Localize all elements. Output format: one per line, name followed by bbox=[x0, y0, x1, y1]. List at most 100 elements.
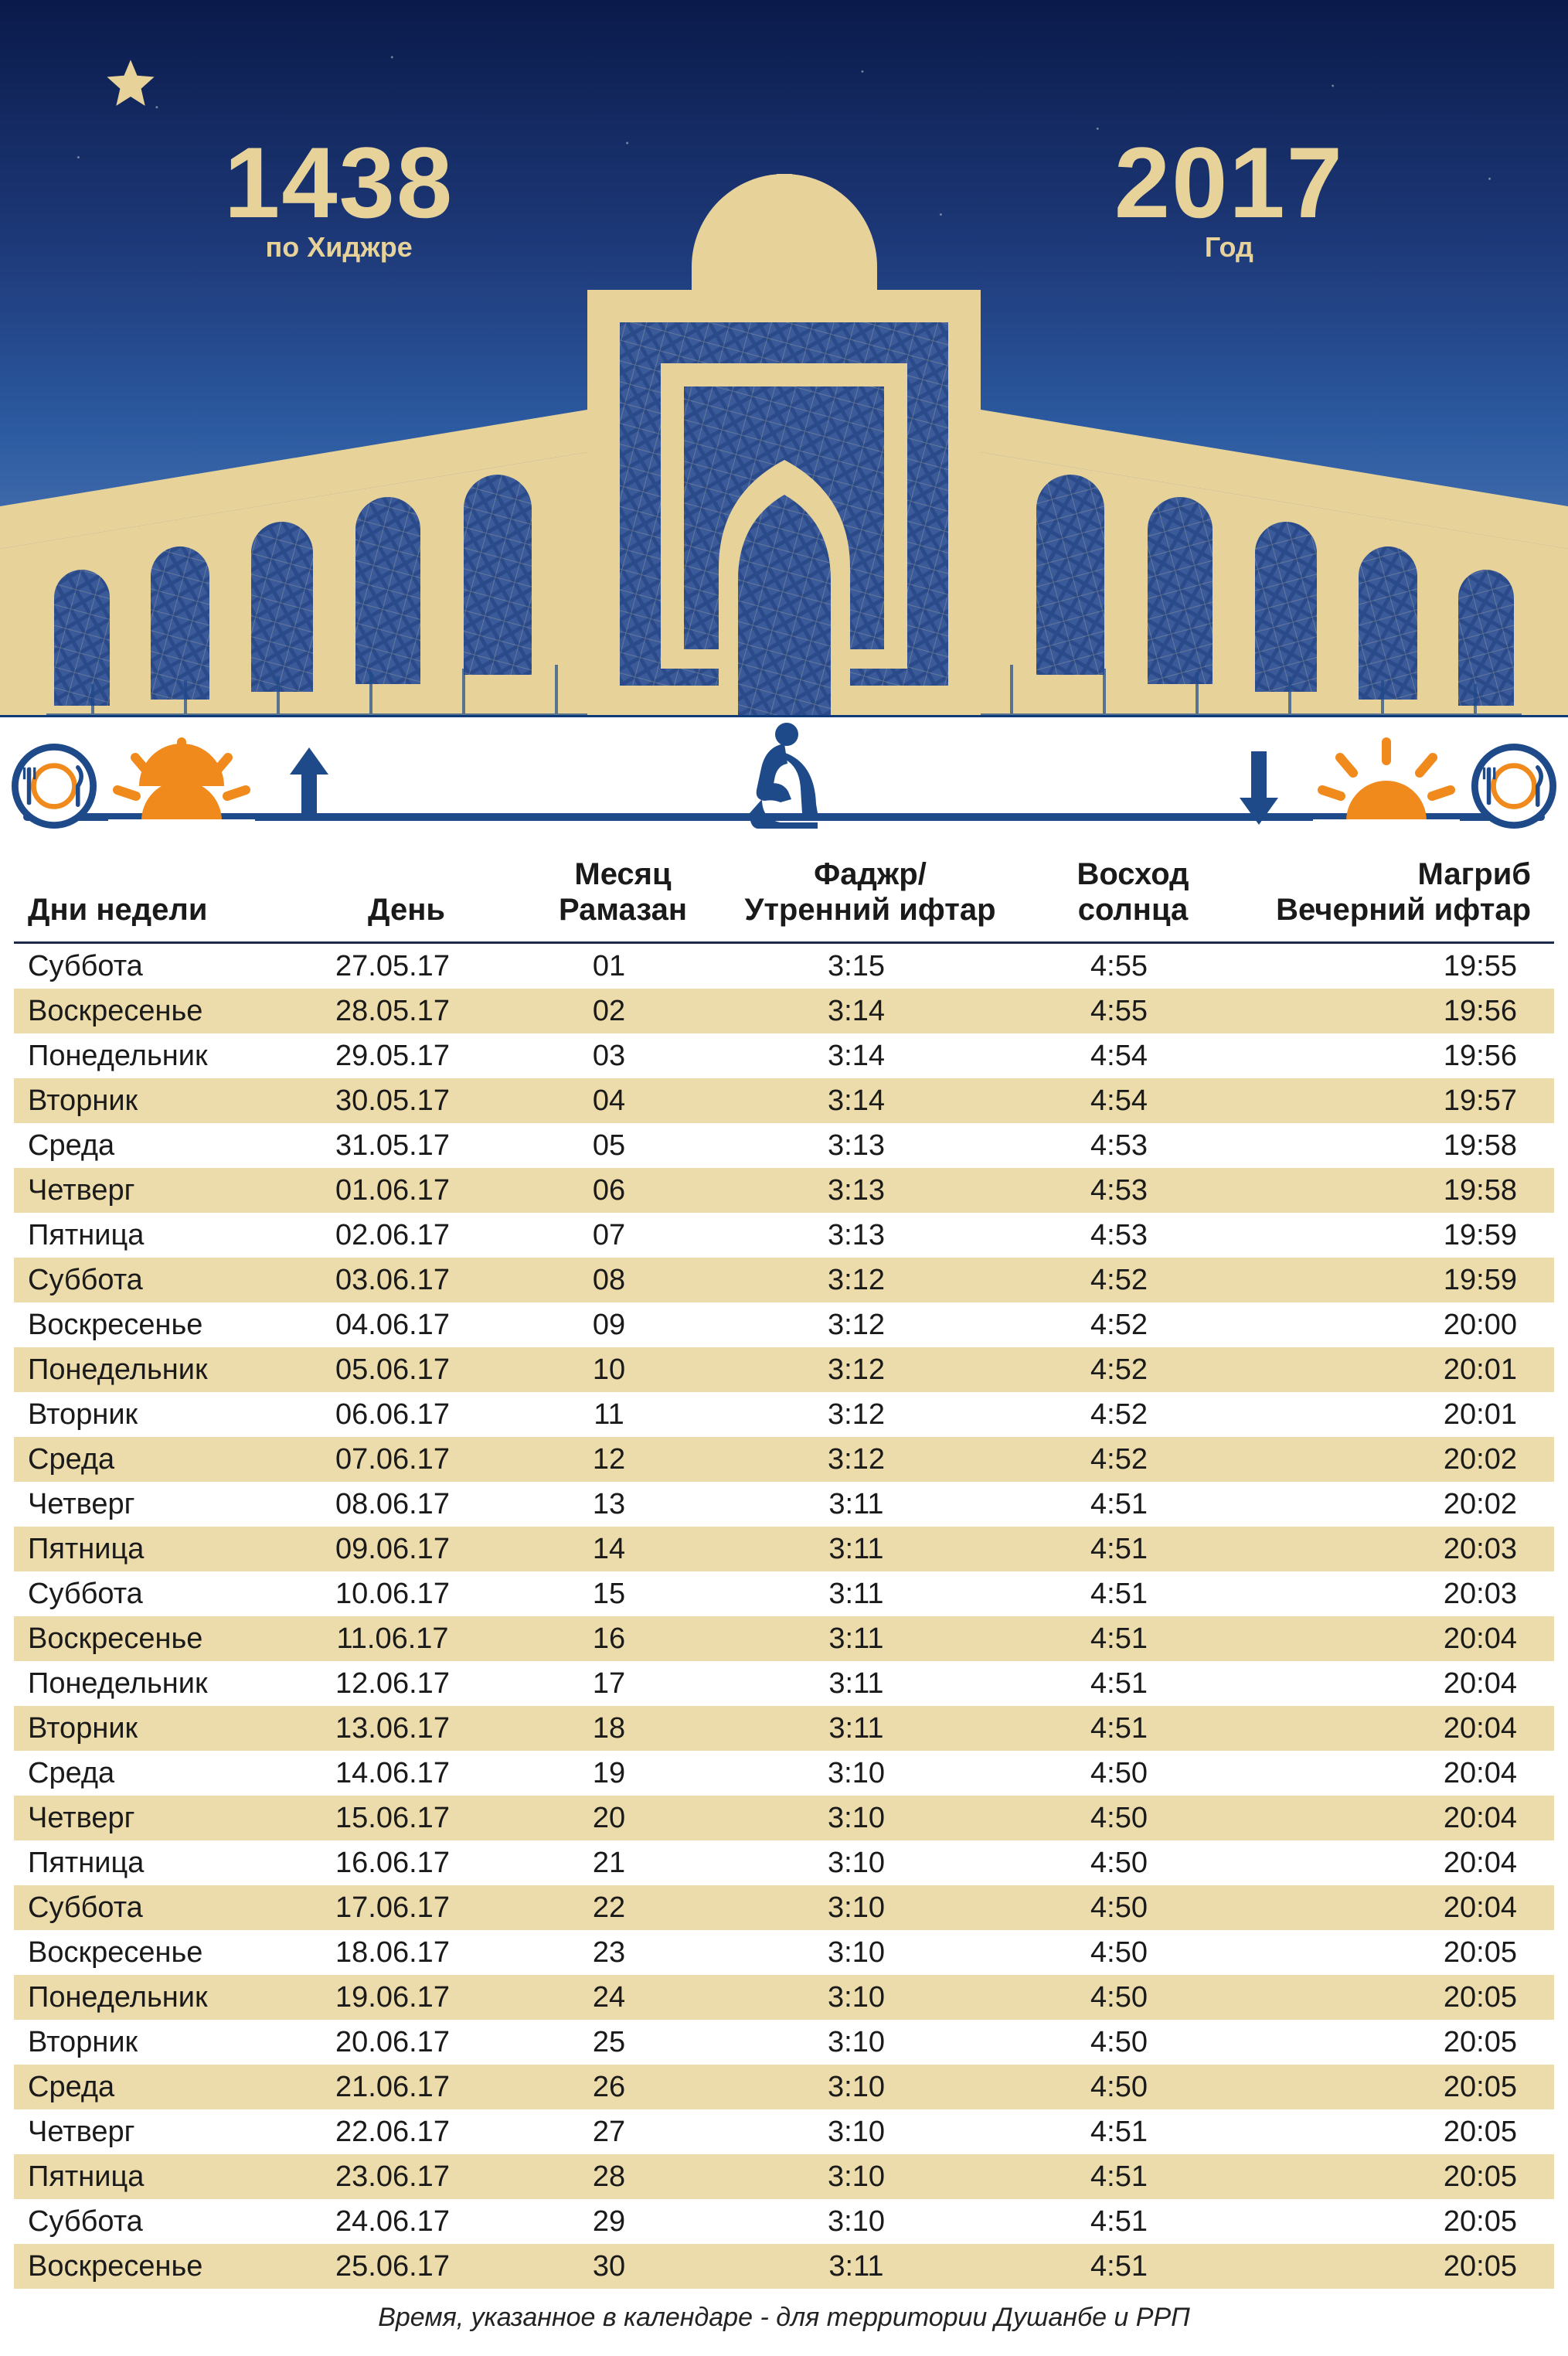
table-cell: 19:56 bbox=[1235, 1040, 1554, 1073]
table-cell: 27 bbox=[508, 2116, 709, 2149]
table-row: Четверг15.06.17203:104:5020:04 bbox=[14, 1796, 1554, 1840]
page-root: 1438 по Хиджре 2017 Год bbox=[0, 0, 1568, 2356]
table-cell: 16 bbox=[508, 1622, 709, 1656]
table-row: Среда21.06.17263:104:5020:05 bbox=[14, 2065, 1554, 2109]
table-cell: 3:14 bbox=[709, 1040, 1003, 1073]
table-cell: 20:05 bbox=[1235, 1936, 1554, 1970]
table-row: Суббота27.05.17013:154:5519:55 bbox=[14, 944, 1554, 989]
praying-figure-icon bbox=[726, 713, 842, 829]
table-row: Четверг22.06.17273:104:5120:05 bbox=[14, 2109, 1554, 2154]
table-cell: 3:11 bbox=[709, 1488, 1003, 1521]
table-cell: Воскресенье bbox=[14, 995, 277, 1028]
col-maghrib: Магриб Вечерний ифтар bbox=[1249, 856, 1546, 928]
table-cell: Пятница bbox=[14, 1533, 277, 1566]
table-row: Вторник30.05.17043:144:5419:57 bbox=[14, 1078, 1554, 1123]
table-cell: 07 bbox=[508, 1219, 709, 1252]
table-cell: Суббота bbox=[14, 1264, 277, 1297]
table-row: Понедельник05.06.17103:124:5220:01 bbox=[14, 1347, 1554, 1392]
table-cell: 13.06.17 bbox=[277, 1712, 508, 1745]
table-cell: 09.06.17 bbox=[277, 1533, 508, 1566]
table-cell: 20:02 bbox=[1235, 1488, 1554, 1521]
table-cell: 20:05 bbox=[1235, 1981, 1554, 2014]
table-cell: 27.05.17 bbox=[277, 950, 508, 983]
table-cell: 17.06.17 bbox=[277, 1891, 508, 1925]
table-cell: 20:01 bbox=[1235, 1398, 1554, 1432]
table-cell: 10 bbox=[508, 1353, 709, 1387]
table-cell: 11.06.17 bbox=[277, 1622, 508, 1656]
table-cell: Суббота bbox=[14, 1578, 277, 1611]
table-cell: 4:52 bbox=[1003, 1443, 1235, 1476]
table-cell: 4:50 bbox=[1003, 1847, 1235, 1880]
table-cell: Четверг bbox=[14, 2116, 277, 2149]
table-cell: 15 bbox=[508, 1578, 709, 1611]
table-cell: 20:04 bbox=[1235, 1712, 1554, 1745]
table-cell: 29.05.17 bbox=[277, 1040, 508, 1073]
arrow-down-icon bbox=[1236, 744, 1282, 829]
table-cell: Пятница bbox=[14, 1219, 277, 1252]
table-row: Среда14.06.17193:104:5020:04 bbox=[14, 1751, 1554, 1796]
table-cell: 3:13 bbox=[709, 1219, 1003, 1252]
table-cell: 10.06.17 bbox=[277, 1578, 508, 1611]
table-cell: 4:52 bbox=[1003, 1398, 1235, 1432]
table-cell: 3:10 bbox=[709, 1981, 1003, 2014]
table-cell: 24.06.17 bbox=[277, 2205, 508, 2239]
table-cell: Среда bbox=[14, 2071, 277, 2104]
table-row: Суббота24.06.17293:104:5120:05 bbox=[14, 2199, 1554, 2244]
table-cell: 09 bbox=[508, 1309, 709, 1342]
table-cell: 4:53 bbox=[1003, 1129, 1235, 1163]
table-cell: 4:51 bbox=[1003, 2205, 1235, 2239]
table-cell: 03 bbox=[508, 1040, 709, 1073]
table-cell: Четверг bbox=[14, 1802, 277, 1835]
table-cell: 25.06.17 bbox=[277, 2250, 508, 2283]
table-cell: 20:05 bbox=[1235, 2026, 1554, 2059]
table-cell: 4:54 bbox=[1003, 1084, 1235, 1118]
table-cell: 4:50 bbox=[1003, 1891, 1235, 1925]
table-cell: 08.06.17 bbox=[277, 1488, 508, 1521]
table-cell: 28.05.17 bbox=[277, 995, 508, 1028]
table-cell: 4:53 bbox=[1003, 1219, 1235, 1252]
table-cell: 23 bbox=[508, 1936, 709, 1970]
table-cell: 20:04 bbox=[1235, 1891, 1554, 1925]
col-fajr: Фаджр/ Утренний ифтар bbox=[723, 856, 1017, 928]
table-cell: 20:01 bbox=[1235, 1353, 1554, 1387]
table-cell: 3:10 bbox=[709, 1757, 1003, 1790]
table-cell: 19:57 bbox=[1235, 1084, 1554, 1118]
table-cell: 24 bbox=[508, 1981, 709, 2014]
col-weekday: Дни недели bbox=[28, 892, 291, 928]
table-cell: 20:04 bbox=[1235, 1802, 1554, 1835]
table-cell: 20:04 bbox=[1235, 1757, 1554, 1790]
table-cell: 03.06.17 bbox=[277, 1264, 508, 1297]
table-cell: 28 bbox=[508, 2160, 709, 2194]
table-cell: 21 bbox=[508, 1847, 709, 1880]
table-cell: Воскресенье bbox=[14, 1309, 277, 1342]
table-cell: Вторник bbox=[14, 1084, 277, 1118]
iftar-plate-right-icon bbox=[1471, 744, 1556, 829]
table-cell: 20:02 bbox=[1235, 1443, 1554, 1476]
table-cell: 06 bbox=[508, 1174, 709, 1207]
table-cell: 14.06.17 bbox=[277, 1757, 508, 1790]
footnote: Время, указанное в календаре - для терри… bbox=[0, 2289, 1568, 2356]
table-cell: 04 bbox=[508, 1084, 709, 1118]
table-cell: 4:50 bbox=[1003, 2071, 1235, 2104]
table-cell: 05.06.17 bbox=[277, 1353, 508, 1387]
table-cell: 20:04 bbox=[1235, 1847, 1554, 1880]
table-cell: 4:51 bbox=[1003, 1712, 1235, 1745]
table-cell: 3:11 bbox=[709, 2250, 1003, 2283]
table-cell: 3:11 bbox=[709, 1712, 1003, 1745]
table-row: Вторник20.06.17253:104:5020:05 bbox=[14, 2020, 1554, 2065]
table-row: Понедельник19.06.17243:104:5020:05 bbox=[14, 1975, 1554, 2020]
table-cell: 4:50 bbox=[1003, 1981, 1235, 2014]
table-cell: Пятница bbox=[14, 2160, 277, 2194]
table-cell: 11 bbox=[508, 1398, 709, 1432]
table-row: Воскресенье04.06.17093:124:5220:00 bbox=[14, 1302, 1554, 1347]
table-cell: 4:51 bbox=[1003, 1667, 1235, 1701]
table-cell: 30.05.17 bbox=[277, 1084, 508, 1118]
table-cell: 20:05 bbox=[1235, 2071, 1554, 2104]
table-cell: 4:51 bbox=[1003, 1533, 1235, 1566]
table-cell: Понедельник bbox=[14, 1040, 277, 1073]
table-cell: 4:53 bbox=[1003, 1174, 1235, 1207]
table-cell: 4:52 bbox=[1003, 1353, 1235, 1387]
table-cell: Четверг bbox=[14, 1488, 277, 1521]
table-cell: 19:59 bbox=[1235, 1219, 1554, 1252]
table-cell: 20:03 bbox=[1235, 1533, 1554, 1566]
